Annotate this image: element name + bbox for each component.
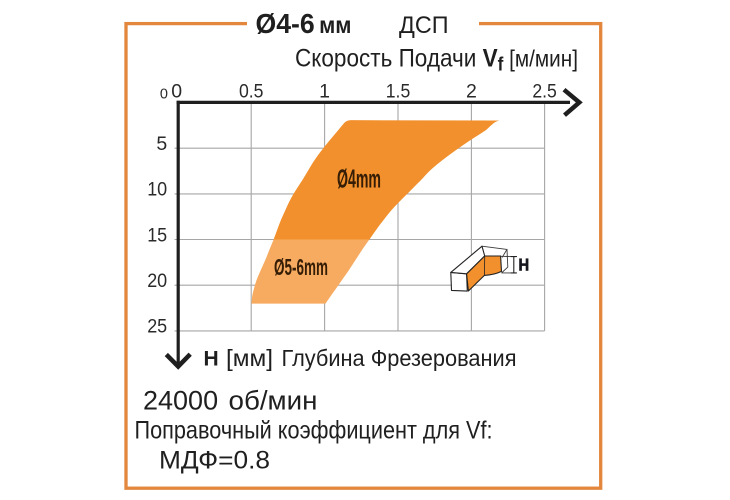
svg-text:24000: 24000 — [143, 386, 218, 416]
svg-text:ДСП: ДСП — [399, 12, 449, 39]
svg-text:0: 0 — [160, 87, 168, 103]
svg-text:25: 25 — [147, 316, 167, 338]
svg-text:0.5: 0.5 — [239, 81, 264, 103]
svg-text:H: H — [204, 348, 219, 371]
svg-text:Глубина Фрезерования: Глубина Фрезерования — [282, 345, 517, 371]
svg-text:Ø4-6 мм: Ø4-6 мм — [256, 8, 352, 39]
svg-text:1.5: 1.5 — [386, 81, 411, 103]
svg-text:Скорость Подачи Vf [м/мин]: Скорость Подачи Vf [м/мин] — [295, 45, 578, 76]
svg-text:0: 0 — [171, 81, 182, 103]
svg-text:[мм]: [мм] — [226, 345, 273, 371]
svg-text:Ø4mm: Ø4mm — [337, 163, 381, 193]
svg-text:15: 15 — [147, 224, 167, 246]
svg-text:2.5: 2.5 — [532, 81, 557, 103]
svg-text:10: 10 — [147, 179, 167, 201]
svg-text:20: 20 — [147, 270, 167, 292]
svg-text:МДФ=0.8: МДФ=0.8 — [159, 446, 270, 474]
svg-text:1: 1 — [319, 81, 330, 103]
svg-text:Ø5-6mm: Ø5-6mm — [274, 254, 328, 280]
svg-text:об/мин: об/мин — [229, 386, 318, 416]
svg-text:5: 5 — [156, 133, 167, 155]
svg-text:Поправочный коэффициент для Vf: Поправочный коэффициент для Vf: — [135, 417, 493, 445]
svg-text:2: 2 — [466, 81, 477, 103]
